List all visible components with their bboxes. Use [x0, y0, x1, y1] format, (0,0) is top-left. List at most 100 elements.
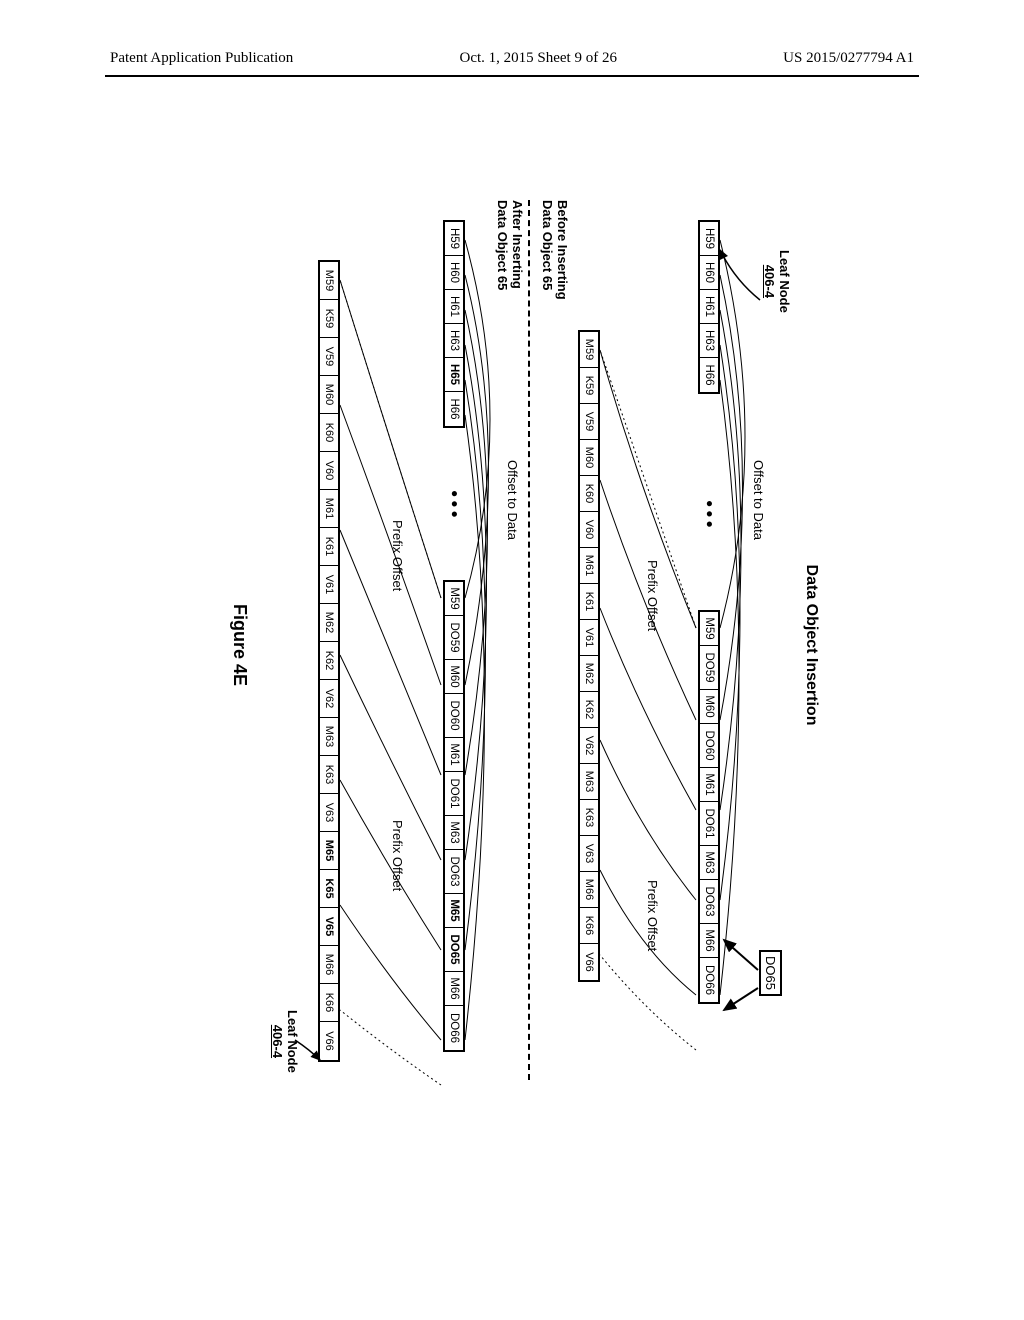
cell: K61: [580, 584, 598, 620]
cell: H60: [700, 256, 718, 290]
after-label: After Inserting Data Object 65: [495, 200, 525, 290]
kv-row-before: M59K59V59M60K60V60M61K61V61M62K62V62M63K…: [578, 330, 600, 982]
header-right: US 2015/0277794 A1: [783, 50, 914, 67]
cell: H60: [445, 256, 463, 290]
header-left: Patent Application Publication: [110, 50, 293, 67]
cell: K62: [580, 692, 598, 728]
cell: V60: [580, 512, 598, 548]
cell: V59: [580, 404, 598, 440]
diagram: Data Object Insertion Leaf Node 406-4 DO…: [200, 180, 820, 1110]
cell: M66: [320, 946, 338, 984]
leaf-node-bottom-label: Leaf Node 406-4: [270, 1010, 300, 1073]
cell: V62: [320, 680, 338, 718]
cell: V66: [320, 1022, 338, 1060]
header-row-after: H59H60H61H63H65H66: [443, 220, 465, 428]
cell: DO61: [445, 772, 463, 816]
offset-to-data-2: Offset to Data: [505, 460, 520, 540]
cell: H61: [445, 290, 463, 324]
cell: H65: [445, 358, 463, 392]
cell: V59: [320, 338, 338, 376]
cell: H59: [445, 222, 463, 256]
cell: V63: [320, 794, 338, 832]
cell: M63: [580, 764, 598, 800]
cell: V61: [320, 566, 338, 604]
cell: K66: [320, 984, 338, 1022]
arrow-overlay: [200, 180, 820, 1110]
cell: V61: [580, 620, 598, 656]
cell: DO66: [445, 1006, 463, 1050]
header-rule: [105, 75, 919, 77]
cell: M59: [445, 582, 463, 616]
cell: M65: [445, 894, 463, 928]
cell: K63: [320, 756, 338, 794]
before-label: Before Inserting Data Object 65: [540, 200, 570, 300]
cell: V65: [320, 908, 338, 946]
cell: DO60: [445, 694, 463, 738]
kv-row-after: M59K59V59M60K60V60M61K61V61M62K62V62M63K…: [318, 260, 340, 1062]
cell: V66: [580, 944, 598, 980]
cell: M66: [580, 872, 598, 908]
offset-to-data-1: Offset to Data: [751, 460, 766, 540]
cell: H63: [700, 324, 718, 358]
cell: K59: [320, 300, 338, 338]
cell: M66: [700, 924, 718, 958]
cell: DO60: [700, 724, 718, 768]
cell: M62: [320, 604, 338, 642]
cell: DO66: [700, 958, 718, 1002]
cell: M65: [320, 832, 338, 870]
cell: M61: [700, 768, 718, 802]
cell: DO59: [445, 616, 463, 660]
cell: M61: [320, 490, 338, 528]
cell: DO63: [445, 850, 463, 894]
cell: K59: [580, 368, 598, 404]
cell: M63: [700, 846, 718, 880]
figure-caption: Figure 4E: [229, 604, 250, 686]
cell: K60: [320, 414, 338, 452]
header-center: Oct. 1, 2015 Sheet 9 of 26: [459, 50, 616, 67]
cell: M63: [445, 816, 463, 850]
cell: M60: [580, 440, 598, 476]
cell: H63: [445, 324, 463, 358]
cell: M60: [700, 690, 718, 724]
prefix-offset-2: Prefix Offset: [390, 520, 405, 591]
cell: M60: [320, 376, 338, 414]
cell: DO61: [700, 802, 718, 846]
cell: DO65: [445, 928, 463, 972]
cell: M66: [445, 972, 463, 1006]
cell: H66: [445, 392, 463, 426]
prefix-offset-1b: Prefix Offset: [645, 880, 660, 951]
cell: M60: [445, 660, 463, 694]
cell: M59: [320, 262, 338, 300]
cell: DO63: [700, 880, 718, 924]
divider-dashed: [528, 200, 530, 1080]
diagram-title: Data Object Insertion: [802, 565, 820, 726]
cell: M61: [445, 738, 463, 772]
diagram-rotated: Data Object Insertion Leaf Node 406-4 DO…: [45, 335, 975, 955]
cell: M61: [580, 548, 598, 584]
cell: K66: [580, 908, 598, 944]
header-row-before: H59H60H61H63H66: [698, 220, 720, 394]
prefix-offset-1: Prefix Offset: [645, 560, 660, 631]
ellipsis: ●●●: [448, 490, 462, 521]
cell: K65: [320, 870, 338, 908]
cell: M59: [580, 332, 598, 368]
data-row-after: M59DO59M60DO60M61DO61M63DO63M65DO65M66DO…: [443, 580, 465, 1052]
cell: H61: [700, 290, 718, 324]
cell: V63: [580, 836, 598, 872]
page-header: Patent Application Publication Oct. 1, 2…: [0, 50, 1024, 67]
data-row-before: M59DO59M60DO60M61DO61M63DO63M66DO66: [698, 610, 720, 1004]
cell: V62: [580, 728, 598, 764]
cell: M63: [320, 718, 338, 756]
cell: M62: [580, 656, 598, 692]
cell: V60: [320, 452, 338, 490]
cell: H59: [700, 222, 718, 256]
cell: K62: [320, 642, 338, 680]
prefix-offset-2b: Prefix Offset: [390, 820, 405, 891]
cell: H66: [700, 358, 718, 392]
cell: M59: [700, 612, 718, 646]
cell: K61: [320, 528, 338, 566]
cell: DO59: [700, 646, 718, 690]
do65-box: DO65: [759, 950, 782, 996]
cell: K63: [580, 800, 598, 836]
cell: K60: [580, 476, 598, 512]
